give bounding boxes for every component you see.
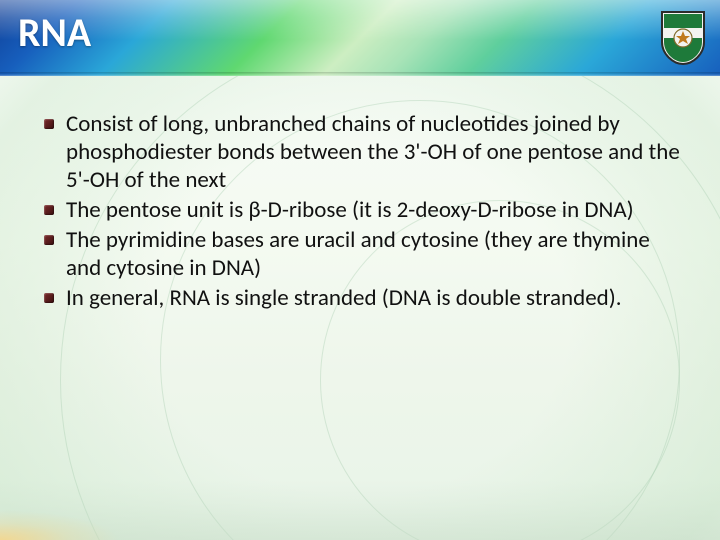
bullet-text: In general, RNA is single stranded (DNA … bbox=[66, 284, 622, 312]
bullet-text: The pentose unit is β-D-ribose (it is 2-… bbox=[66, 196, 634, 224]
slide-title: RNA bbox=[18, 8, 91, 57]
list-item: The pentose unit is β-D-ribose (it is 2-… bbox=[36, 196, 680, 224]
bullet-list: Consist of long, unbranched chains of nu… bbox=[36, 110, 680, 312]
list-item: The pyrimidine bases are uracil and cyto… bbox=[36, 226, 680, 282]
title-gloss bbox=[0, 0, 720, 40]
list-item: Consist of long, unbranched chains of nu… bbox=[36, 110, 680, 194]
slide: RNA Consist of long, unbranched chains o… bbox=[0, 0, 720, 540]
footer-glow bbox=[0, 510, 120, 540]
shield-icon bbox=[658, 8, 708, 66]
footer-fade bbox=[0, 480, 720, 540]
title-underline bbox=[0, 72, 720, 76]
content-area: Consist of long, unbranched chains of nu… bbox=[36, 110, 680, 312]
bullet-text: Consist of long, unbranched chains of nu… bbox=[66, 110, 680, 194]
bullet-text: The pyrimidine bases are uracil and cyto… bbox=[66, 226, 650, 282]
list-item: In general, RNA is single stranded (DNA … bbox=[36, 284, 680, 312]
title-bar: RNA bbox=[0, 0, 720, 76]
